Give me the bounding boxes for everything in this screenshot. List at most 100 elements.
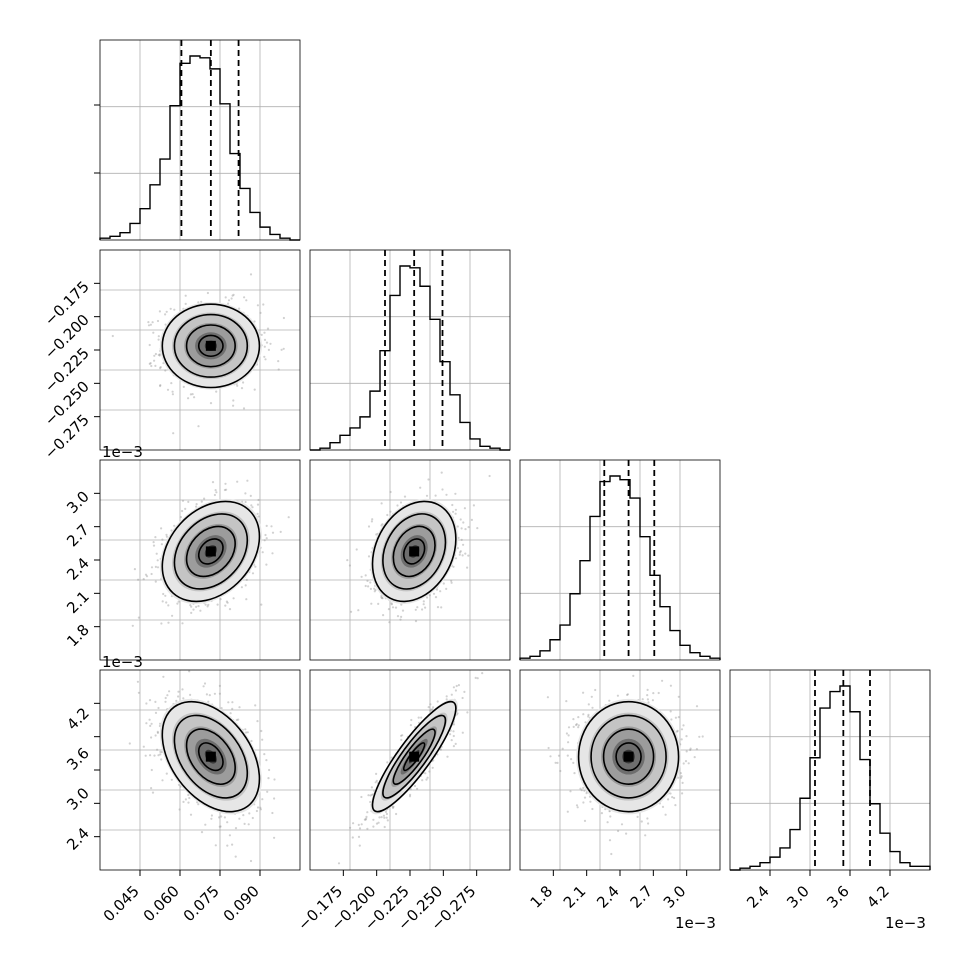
- joint-1-0-sample-point: [111, 334, 114, 338]
- joint-3-2-sample-point: [600, 812, 604, 815]
- joint-2-1-sample-point: [399, 618, 402, 621]
- joint-2-1-sample-point: [357, 609, 360, 612]
- joint-1-0-sample-point: [224, 296, 227, 299]
- joint-3-2-sample-point: [669, 710, 672, 713]
- joint-2-0-sample-point: [137, 578, 140, 581]
- joint-1-0-sample-point: [242, 407, 246, 410]
- y-tick-label: 2.1: [63, 587, 93, 617]
- joint-3-1-sample-point: [445, 698, 448, 701]
- joint-2-0-sample-point: [195, 605, 198, 609]
- joint-2-1-sample-point: [462, 521, 465, 524]
- joint-2-0-sample-point: [271, 531, 275, 534]
- joint-3-1-sample-point: [426, 776, 429, 779]
- joint-2-0-sample-point: [265, 537, 268, 540]
- x-tick-label: 2.4: [593, 882, 623, 912]
- joint-3-2-sample-point: [644, 834, 647, 837]
- joint-2-0-sample-point: [152, 541, 155, 544]
- joint-3-1-sample-point: [420, 716, 423, 719]
- joint-3-0-sample-point: [246, 731, 249, 734]
- joint-3-1-sample-point: [461, 731, 464, 734]
- joint-1-0-sample-point: [149, 323, 152, 326]
- joint-3-2-sample-point: [582, 691, 585, 694]
- joint-3-0-sample-point: [168, 690, 171, 693]
- x-tick-label: 3.6: [823, 882, 853, 912]
- joint-3-1-sample-point: [431, 708, 434, 711]
- joint-2-0-sample-point: [181, 509, 184, 513]
- joint-3-2-sample-point: [664, 813, 667, 816]
- joint-1-0-contour-3: [161, 303, 261, 389]
- joint-2-1-sample-point: [380, 596, 384, 600]
- joint-3-1-sample-point: [374, 781, 377, 784]
- joint-2-0-sample-point: [160, 527, 163, 530]
- joint-2-1-sample-point: [450, 579, 453, 583]
- joint-3-2-sample-point: [695, 748, 699, 751]
- joint-3-0-sample-point: [150, 787, 153, 790]
- joint-3-0-sample-point: [234, 827, 238, 830]
- hist-1-frame: [309, 249, 511, 451]
- joint-3-1-sample-point: [391, 806, 395, 810]
- joint-3-0-sample-point: [189, 693, 192, 697]
- joint-3-1-sample-point: [476, 677, 479, 680]
- joint-2-1-sample-point: [436, 606, 440, 609]
- joint-1-0-sample-point: [159, 367, 162, 370]
- joint-2-1-sample-point: [350, 610, 353, 613]
- joint-3-2-sample-point: [582, 786, 585, 790]
- joint-3-2-sample-point: [567, 726, 571, 729]
- joint-3-2-sample-point: [582, 713, 585, 716]
- joint-2-0-sample-point: [257, 515, 260, 518]
- joint-3-2-sample-point: [640, 820, 643, 823]
- joint-3-1-sample-point: [417, 716, 420, 719]
- joint-3-0-sample-point: [235, 718, 238, 722]
- joint-3-2-sample-point: [680, 775, 683, 778]
- joint-3-2-sample-point: [685, 750, 688, 753]
- joint-3-1-sample-point: [428, 770, 431, 773]
- joint-1-0-sample-point: [200, 300, 203, 303]
- joint-1-0-sample-point: [277, 360, 280, 363]
- joint-2-1-sample-point: [463, 507, 466, 510]
- joint-2-1-sample-point: [381, 597, 384, 600]
- joint-2-1-sample-point: [434, 494, 437, 497]
- joint-2-0-sample-point: [215, 491, 218, 494]
- joint-3-2-sample-point: [610, 852, 613, 856]
- joint-2-0-sample-point: [256, 512, 259, 516]
- joint-2-0-sample-point: [164, 594, 167, 597]
- joint-2-1-sample-point: [442, 582, 445, 585]
- joint-3-2-sample-point: [590, 695, 593, 698]
- joint-3-0-sample-point: [177, 695, 180, 698]
- joint-3-1-sample-point: [409, 788, 412, 791]
- joint-3-1-sample-point: [452, 686, 455, 689]
- joint-2-1-sample-point: [403, 495, 407, 498]
- joint-3-1-sample-point: [450, 739, 453, 742]
- joint-3-0-sample-point: [188, 796, 191, 800]
- joint-1-0-sample-point: [191, 393, 194, 396]
- joint-1-0-sample-point: [263, 355, 266, 358]
- joint-3-2-sample-point: [591, 706, 594, 709]
- joint-3-1-sample-point: [416, 787, 419, 790]
- joint-3-2-sample-point: [546, 696, 550, 699]
- joint-3-2-sample-point: [557, 754, 561, 757]
- joint-3-0-sample-point: [166, 694, 169, 697]
- joint-3-0-sample-point: [254, 704, 257, 707]
- joint-3-1-sample-point: [445, 695, 448, 698]
- joint-2-1-sample-point: [388, 621, 391, 624]
- joint-3-0-sample-point: [227, 701, 230, 704]
- joint-2-1-sample-point: [445, 587, 448, 591]
- joint-3-0-sample-point: [220, 707, 223, 710]
- joint-1-0-sample-point: [242, 381, 245, 384]
- joint-3-2-sample-point: [567, 741, 570, 744]
- joint-3-1-sample-point: [375, 772, 378, 776]
- joint-3-2-sample-point: [698, 735, 701, 738]
- x-tick-label: 0.090: [220, 882, 263, 925]
- joint-2-0-sample-point: [162, 592, 165, 596]
- joint-2-0-sample-point: [232, 597, 235, 600]
- joint-3-2-sample-point: [570, 758, 573, 761]
- joint-3-0-sample-point: [247, 823, 250, 826]
- joint-3-0-sample-point: [259, 808, 262, 811]
- joint-2-0-sample-point: [250, 504, 253, 507]
- joint-3-0-sample-point: [149, 754, 152, 757]
- joint-3-1-sample-point: [463, 690, 466, 694]
- joint-3-0-sample-point: [261, 738, 264, 741]
- joint-3-1-sample-point: [380, 816, 383, 819]
- joint-2-0-sample-point: [203, 497, 206, 500]
